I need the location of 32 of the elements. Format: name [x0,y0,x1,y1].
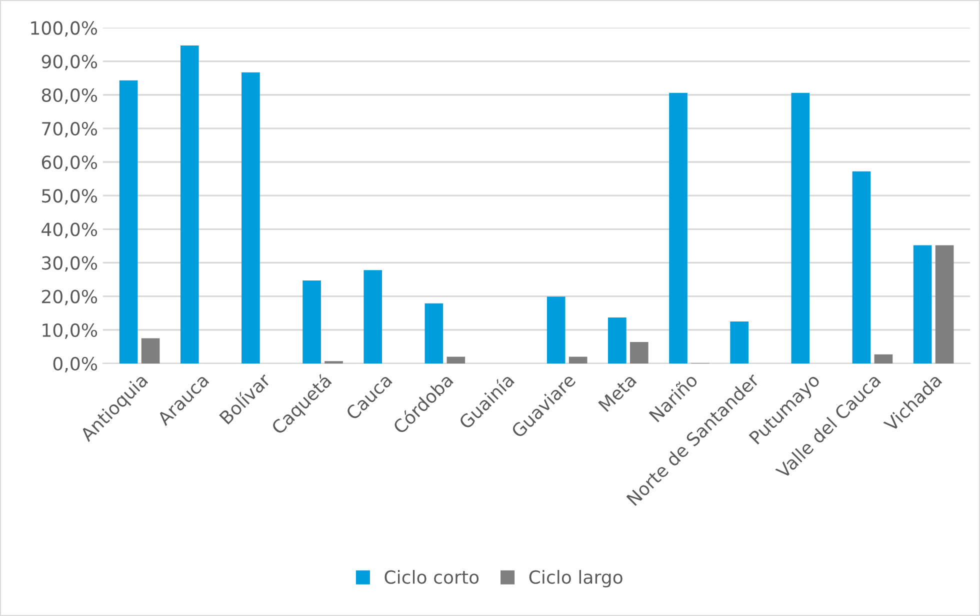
bar [568,356,588,364]
bar [546,296,566,364]
legend-label: Ciclo corto [384,570,479,584]
y-tick-label: 20,0% [42,290,98,306]
y-tick-label: 0,0% [53,356,98,372]
y-tick-label: 60,0% [42,155,98,171]
bar [630,342,648,364]
bar [913,245,932,364]
bar [669,92,688,364]
bar [608,317,626,364]
legend-label: Ciclo largo [529,570,622,588]
bar [874,354,893,364]
bar [730,321,748,364]
y-tick-label: 80,0% [42,88,98,104]
y-tick-label: 30,0% [42,256,98,272]
bar [935,245,954,364]
bar [446,356,466,364]
bar [180,46,199,364]
y-tick-label: 40,0% [42,222,98,238]
y-tick-label: 90,0% [42,54,98,70]
y-tick-label: 10,0% [42,323,98,339]
y-tick-label: 100,0% [31,21,98,37]
bar [242,72,260,364]
bar [302,280,321,364]
bar [791,92,810,364]
y-tick-label: 50,0% [42,189,98,205]
bar [852,171,871,364]
bar [141,338,160,364]
bar [119,80,138,364]
y-tick-label: 70,0% [42,122,98,138]
bar [424,303,444,364]
bar [364,270,382,364]
